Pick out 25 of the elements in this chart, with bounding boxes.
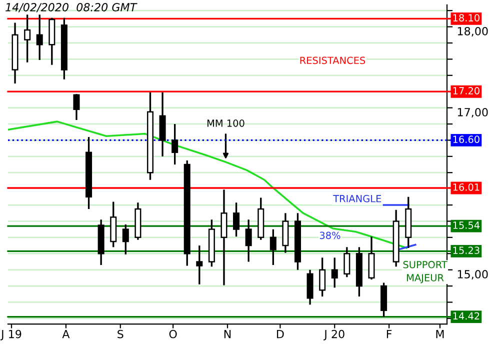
annotation: SUPPORT MAJEUR <box>403 260 448 284</box>
x-tick-label: D <box>276 330 284 338</box>
x-tick-label: M <box>436 330 444 338</box>
ref-line-label: 17.20 <box>453 87 480 94</box>
x-tick-label: S <box>118 330 124 338</box>
annotation: RESISTANCES <box>300 56 366 64</box>
x-tick-label: A <box>62 330 70 338</box>
x-tick-label: O <box>169 330 177 338</box>
x-tick-label: J 19 <box>0 330 22 340</box>
annotation: TRIANGLE <box>333 194 382 202</box>
x-tick-label: N <box>224 330 231 338</box>
y-tick-label: 18,00 <box>458 26 488 37</box>
ref-line-label: 18.10 <box>453 14 480 22</box>
ref-line-label: 14.42 <box>453 312 480 320</box>
y-tick-label: 17,00 <box>458 108 488 118</box>
x-tick-label: J 20 <box>324 330 344 340</box>
ref-line-label: 15.54 <box>453 222 480 229</box>
ref-line-label: 16.60 <box>453 136 480 144</box>
ref-line-label: 16.01 <box>453 183 480 191</box>
annotation: 14/02/2020 08:20 GMT <box>6 2 138 12</box>
ref-line-label: 15.23 <box>453 246 480 254</box>
y-tick-label: 15,00 <box>458 270 488 280</box>
annotation: 38% <box>320 232 340 240</box>
annotation: MM 100 <box>207 120 244 127</box>
x-tick-label: F <box>386 330 392 338</box>
